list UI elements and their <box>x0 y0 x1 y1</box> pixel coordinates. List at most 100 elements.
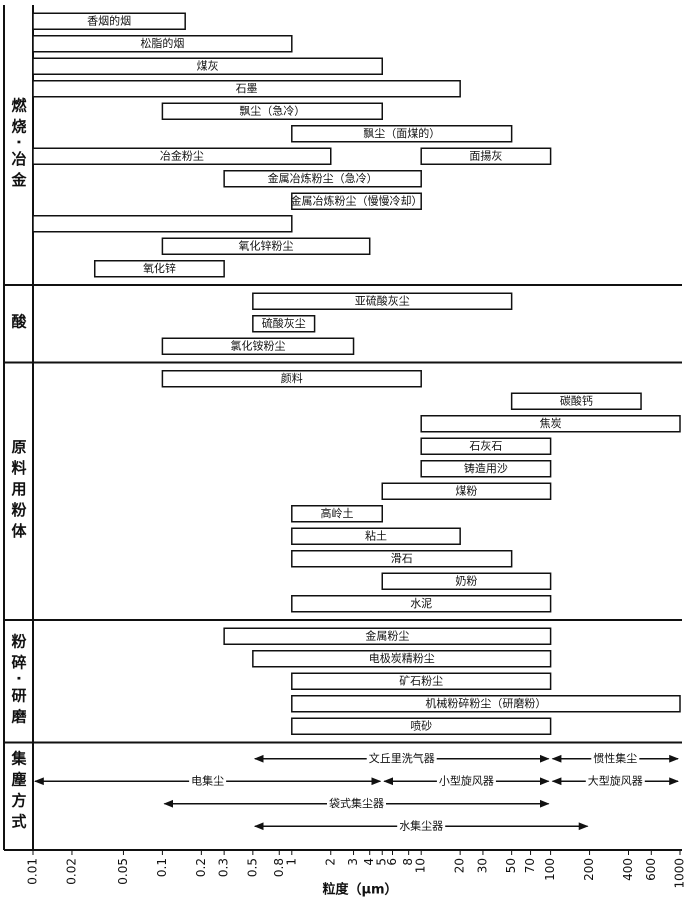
range-label: 煤粉 <box>455 484 477 497</box>
x-tick-label: 100 <box>543 858 557 881</box>
x-tick-label: 200 <box>582 858 596 881</box>
range-label: 石墨 <box>236 82 258 95</box>
range-label: 焦炭 <box>540 417 562 430</box>
group-label: 燃烧·冶金 <box>10 96 28 193</box>
range-bar <box>291 595 552 613</box>
range-bar <box>252 292 513 310</box>
range-label: 颜料 <box>281 371 303 385</box>
range-bar <box>252 315 316 333</box>
range-bar <box>291 717 552 735</box>
range-bar <box>291 192 422 210</box>
group-label: 粉碎·研磨 <box>10 633 28 730</box>
range-bar <box>32 35 293 53</box>
label-bg <box>189 773 227 788</box>
range-label: 滑石 <box>391 552 413 565</box>
range-bar <box>161 370 422 388</box>
range-label: 飘尘（急冷） <box>239 103 305 117</box>
range-label: 硫酸灰尘 <box>262 316 306 330</box>
range-bar <box>223 627 552 645</box>
x-tick-label: 0.2 <box>194 858 208 877</box>
range-bar <box>252 650 552 668</box>
x-tick-label: 1 <box>284 858 298 866</box>
range-bar <box>291 550 513 568</box>
range-label: 松脂的烟 <box>140 36 184 50</box>
x-tick-label: 6 <box>385 858 399 866</box>
label-bg <box>366 750 437 765</box>
x-tick-label: 0.3 <box>217 858 231 877</box>
x-tick-label: 0.01 <box>26 858 40 885</box>
x-tick-label: 2 <box>323 858 337 866</box>
label-bg <box>397 818 446 833</box>
range-label: 氧化锌粉尘 <box>239 238 294 252</box>
range-label: 飘尘（面煤的） <box>363 126 440 140</box>
range-bar <box>291 125 513 143</box>
range-bar <box>32 147 332 165</box>
range-bar <box>291 505 383 523</box>
range-label: 氧化锌 <box>143 261 176 275</box>
x-tick-label: 1000 <box>673 858 687 889</box>
range-label: 水泥 <box>410 597 432 610</box>
range-bar <box>381 482 552 500</box>
range-label: 冶金粉尘 <box>160 148 204 162</box>
range-label: 电极炭精粉尘 <box>369 651 435 665</box>
x-tick-label: 8 <box>401 858 415 866</box>
range-bar <box>32 80 461 98</box>
range-label: 机械粉碎粉尘（研磨粉） <box>425 696 546 710</box>
range-bar <box>381 572 552 590</box>
range-label: 面揚灰 <box>469 148 502 162</box>
range-label: 惯性集尘 <box>593 751 637 765</box>
range-bar <box>420 460 552 478</box>
x-tick-label: 0.8 <box>272 858 286 877</box>
range-label: 袋式集尘器 <box>329 796 384 810</box>
group-label: 集塵方式 <box>10 750 28 835</box>
range-label: 香烟的烟 <box>87 13 131 27</box>
label-bg <box>327 795 386 810</box>
range-label: 碳酸钙 <box>560 393 593 407</box>
label-bg <box>585 773 645 788</box>
range-label: 电集尘 <box>191 773 224 787</box>
range-bar <box>223 170 422 188</box>
x-tick-label: 20 <box>453 858 467 873</box>
x-tick-label: 0.05 <box>116 858 130 885</box>
range-bar <box>510 392 642 410</box>
range-label: 文丘里洗气器 <box>369 751 435 765</box>
range-label: 亚硫酸灰尘 <box>355 293 410 307</box>
group-label: 酸 <box>10 312 28 334</box>
x-tick-label: 10 <box>414 858 428 873</box>
x-tick-label: 0.1 <box>155 858 169 877</box>
x-tick-label: 30 <box>475 858 489 873</box>
range-label: 水集尘器 <box>399 818 443 832</box>
range-label: 喷砂 <box>410 719 432 732</box>
x-axis-label: 粒度（μm） <box>322 882 397 898</box>
range-bar <box>291 695 681 713</box>
x-tick-label: 50 <box>504 858 518 873</box>
range-bar <box>291 672 552 690</box>
range-label: 金属粉尘 <box>365 628 409 642</box>
label-bg <box>436 773 496 788</box>
x-tick-label: 70 <box>523 858 537 873</box>
x-tick-label: 5 <box>375 858 389 866</box>
range-label: 金属冶炼粉尘（急冷） <box>268 171 378 185</box>
range-label: 高岭土 <box>321 506 354 520</box>
x-tick-label: 600 <box>644 858 658 881</box>
range-bar <box>32 215 293 233</box>
range-label: 煤灰 <box>197 58 219 72</box>
x-tick-label: 0.5 <box>245 858 259 877</box>
range-label: 粘土 <box>365 528 387 542</box>
range-bar <box>291 527 461 545</box>
range-label: 铸造用沙 <box>464 461 508 475</box>
range-label: 奶粉 <box>455 573 477 587</box>
range-label: 小型旋风器 <box>439 773 494 787</box>
label-bg <box>591 750 640 765</box>
range-bar <box>93 260 225 278</box>
range-bar <box>420 415 681 433</box>
range-bar <box>420 437 552 455</box>
range-label: 大型旋风器 <box>588 773 643 787</box>
range-bar <box>161 337 355 355</box>
range-bar <box>161 102 383 120</box>
range-label: 石灰石 <box>469 438 502 452</box>
range-bar <box>32 57 383 75</box>
x-tick-label: 400 <box>621 858 635 881</box>
range-bar <box>420 147 552 165</box>
